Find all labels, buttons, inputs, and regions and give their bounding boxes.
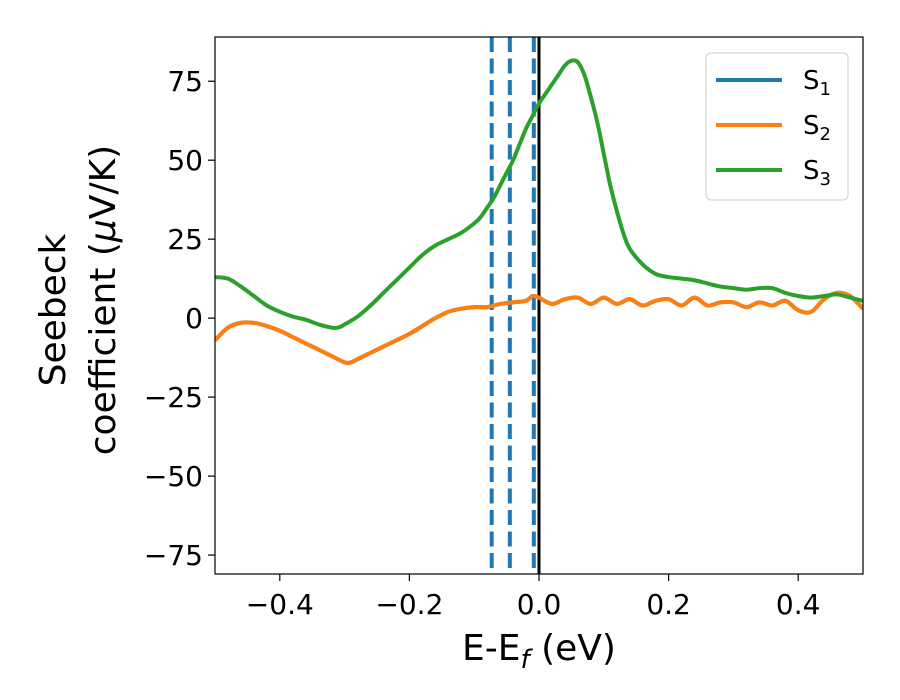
- x-tick-label: −0.2: [375, 588, 443, 621]
- x-tick-label: 0.2: [646, 588, 691, 621]
- series-line-s2: [215, 290, 863, 365]
- y-tick-label: 50: [167, 144, 203, 177]
- legend-label-s3: S3: [803, 156, 831, 190]
- y-tick-label: −50: [144, 460, 203, 493]
- x-axis-ticks: −0.4 −0.2 0.0 0.2 0.4: [246, 574, 821, 621]
- y-tick-label: 25: [167, 223, 203, 256]
- legend-label-s1: S1: [803, 66, 831, 100]
- legend: S1 S2 S3: [705, 52, 849, 201]
- y-axis-title: Seebeck coefficient (μV/K): [33, 145, 124, 455]
- x-tick-label: −0.4: [246, 588, 314, 621]
- y-tick-label: −25: [144, 381, 203, 414]
- svg-text:coefficient (μV/K): coefficient (μV/K): [83, 145, 124, 455]
- series-lines: [215, 58, 863, 365]
- y-tick-label: 75: [167, 65, 203, 98]
- x-tick-label: 0.4: [776, 588, 821, 621]
- x-tick-label: 0.0: [517, 588, 562, 621]
- x-axis-title: E-Ef (eV): [462, 628, 616, 675]
- legend-label-s2: S2: [803, 111, 831, 145]
- series-line-s3: [215, 58, 863, 331]
- y-axis-ticks: −75 −50 −25 0 25 50 75: [144, 65, 215, 572]
- y-tick-label: −75: [144, 539, 203, 572]
- y-tick-label: 0: [185, 302, 203, 335]
- svg-text:Seebeck: Seebeck: [33, 233, 74, 386]
